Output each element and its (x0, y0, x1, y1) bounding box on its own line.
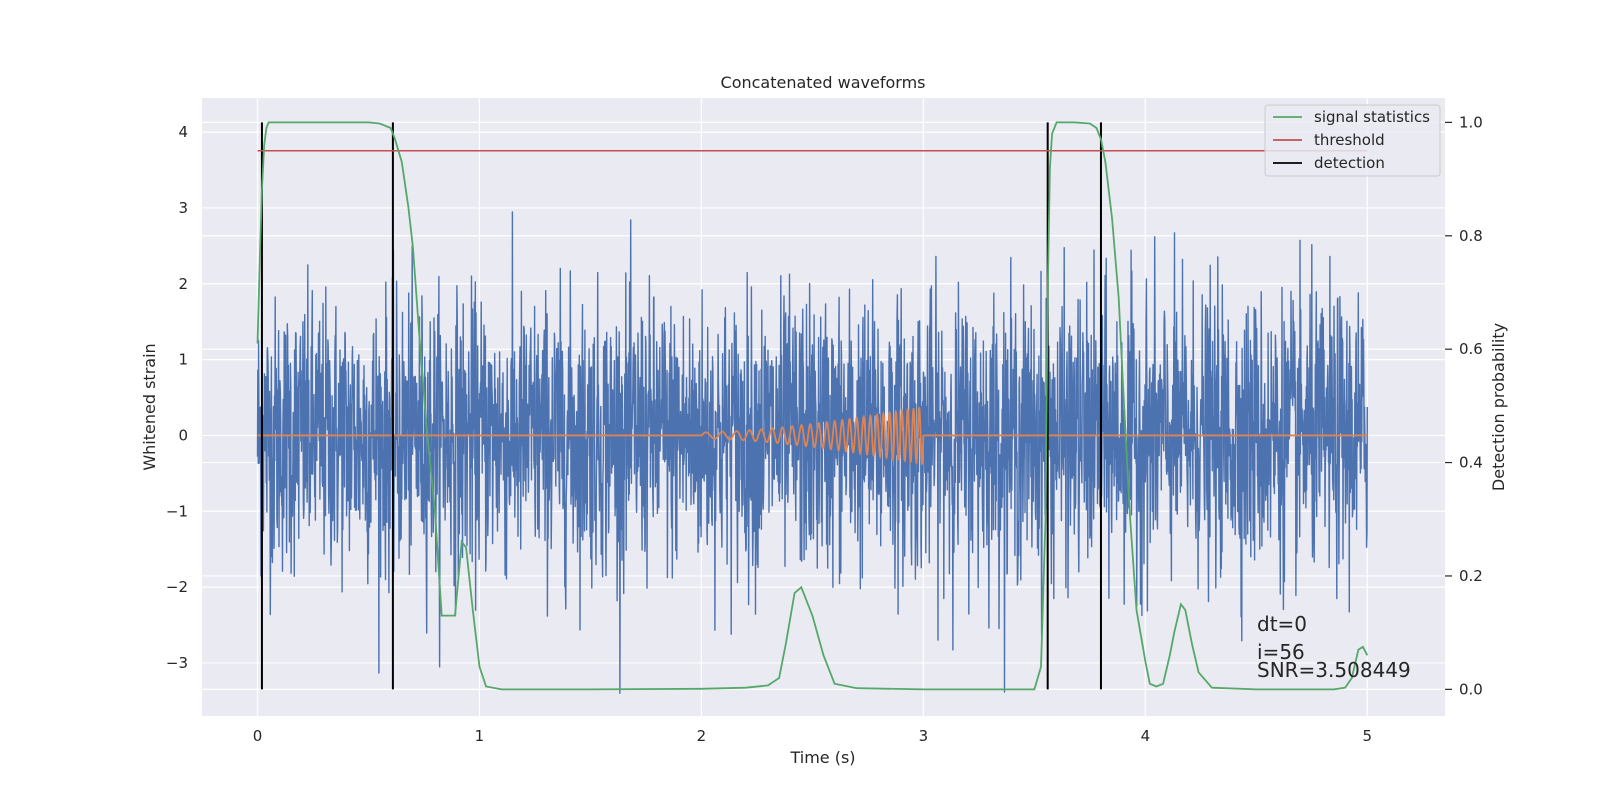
signal-statistics-line (256, 121, 1369, 691)
annotation-dt: dt=0 (1257, 612, 1307, 636)
y-axis-title: Whitened strain (140, 343, 159, 470)
y-tick-label: −2 (166, 578, 188, 596)
x-axis-ticks: 0 1 2 3 4 5 (253, 727, 1372, 745)
right-y-tick-label: 1.0 (1459, 113, 1483, 131)
y-axis-ticks: −3 −2 −1 0 1 2 3 4 (166, 123, 188, 672)
legend-label-signal-statistics: signal statistics (1314, 108, 1430, 126)
right-y-tick-label: 0.4 (1459, 454, 1483, 472)
x-tick-label: 0 (253, 727, 263, 745)
y-tick-label: 4 (178, 123, 188, 141)
legend-box (1264, 104, 1441, 177)
legend: signal statistics threshold detection (1264, 104, 1441, 177)
legend-label-threshold: threshold (1314, 131, 1385, 149)
right-y-tick-label: 0.2 (1459, 567, 1483, 585)
x-tick-label: 3 (919, 727, 929, 745)
y-tick-label: 0 (178, 426, 188, 444)
legend-label-detection: detection (1314, 154, 1385, 172)
x-tick-label: 1 (475, 727, 485, 745)
y-tick-label: 2 (178, 275, 188, 293)
right-y-axis-ticks: 0.0 0.2 0.4 0.6 0.8 1.0 (1445, 113, 1483, 698)
annotation-snr: SNR=3.508449 (1257, 658, 1411, 682)
right-y-axis-title: Detection probability (1489, 323, 1508, 491)
x-tick-label: 5 (1363, 727, 1373, 745)
right-y-tick-label: 0.8 (1459, 227, 1483, 245)
y-tick-label: 3 (178, 199, 188, 217)
x-axis-title: Time (s) (789, 748, 855, 767)
chart-title: Concatenated waveforms (721, 73, 926, 92)
y-tick-label: −3 (166, 654, 188, 672)
detection-lines (260, 122, 1102, 690)
right-y-tick-label: 0.0 (1459, 680, 1483, 698)
chirp-waveform-series (257, 407, 1368, 466)
x-tick-label: 4 (1141, 727, 1151, 745)
x-tick-label: 2 (697, 727, 707, 745)
annotation-i: i=56 (1257, 640, 1305, 664)
y-tick-label: −1 (166, 502, 188, 520)
right-y-tick-label: 0.6 (1459, 340, 1483, 358)
whitened-strain-series (256, 211, 1368, 694)
y-tick-label: 1 (178, 351, 188, 369)
